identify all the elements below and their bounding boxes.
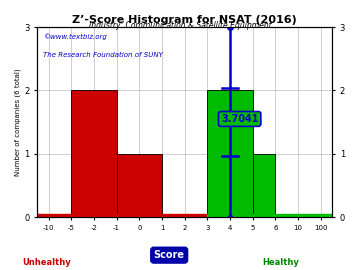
Bar (207, 90, 253, 217)
Text: Industry: Communication & Satellite Equipment: Industry: Communication & Satellite Equi… (89, 21, 271, 30)
Text: Unhealthy: Unhealthy (22, 258, 71, 267)
Title: Z’-Score Histogram for NSAT (2016): Z’-Score Histogram for NSAT (2016) (72, 15, 297, 25)
Text: ©www.textbiz.org: ©www.textbiz.org (43, 33, 107, 39)
Text: 3.7041: 3.7041 (221, 114, 258, 124)
Text: Healthy: Healthy (262, 258, 299, 267)
Y-axis label: Number of companies (6 total): Number of companies (6 total) (15, 68, 22, 176)
Bar (37, 214, 207, 217)
Bar (253, 154, 275, 217)
Text: The Research Foundation of SUNY: The Research Foundation of SUNY (43, 52, 163, 58)
Bar (71, 90, 117, 217)
Text: Score: Score (154, 250, 185, 260)
Bar (117, 154, 162, 217)
Bar (207, 214, 332, 217)
